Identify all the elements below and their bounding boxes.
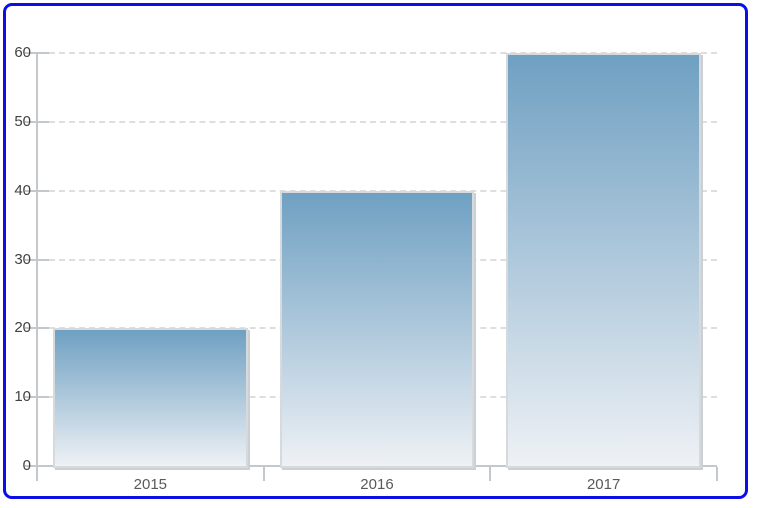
bar-2017 — [506, 53, 701, 468]
x-axis-tick — [489, 467, 492, 481]
y-axis-tick-label: 30 — [14, 250, 31, 268]
y-axis-tick-label: 60 — [14, 44, 31, 61]
bar-2015 — [53, 328, 248, 468]
category-label: 2016 — [360, 476, 394, 493]
gridline — [49, 52, 717, 54]
category-label: 2015 — [133, 476, 168, 493]
y-axis-tick-label: 40 — [14, 181, 31, 199]
y-axis-tick-label: 50 — [14, 112, 31, 130]
y-axis-line — [36, 53, 38, 481]
category-label: 2017 — [586, 476, 621, 493]
x-axis-tick — [716, 467, 718, 481]
y-axis-tick-label: 0 — [22, 457, 31, 474]
bar-2016 — [279, 190, 475, 468]
gridline — [49, 120, 717, 123]
y-axis-tick-label: 20 — [14, 319, 31, 337]
x-axis-tick — [262, 467, 265, 481]
y-axis-tick-label: 10 — [14, 388, 31, 406]
